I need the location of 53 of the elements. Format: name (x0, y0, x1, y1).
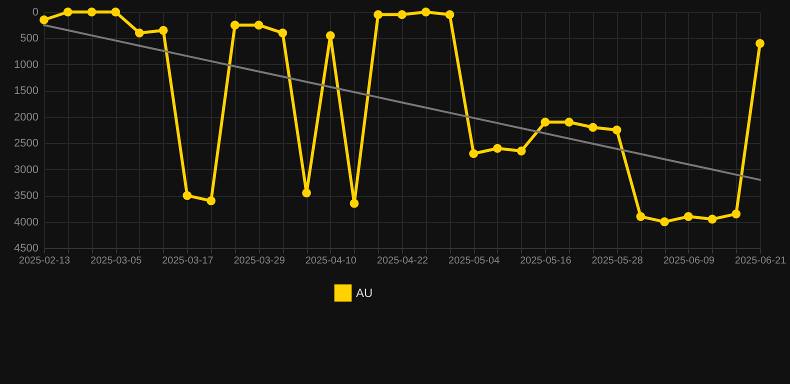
point (111, 8, 120, 16)
x-tick-label: 2025-03-29 (234, 256, 286, 266)
x-tick-label: 2025-06-09 (663, 256, 715, 266)
x-tick-label: 2025-05-04 (448, 256, 500, 266)
point (40, 15, 48, 24)
point (756, 39, 764, 48)
y-tick-label: 3000 (14, 164, 38, 176)
legend-label: AU (356, 286, 373, 300)
point (492, 144, 502, 153)
point (564, 118, 574, 127)
x-tick-label: 2025-05-16 (520, 256, 572, 266)
x-tick-label: 2025-06-21 (734, 256, 787, 266)
x-tick-label: 2025-04-10 (305, 256, 357, 266)
point (708, 214, 717, 224)
point (421, 8, 430, 16)
y-tick-label: 3500 (14, 190, 38, 202)
y-tick-label: 0 (32, 6, 38, 18)
point (326, 31, 335, 40)
point (445, 10, 454, 20)
point (612, 126, 622, 134)
point (398, 10, 406, 20)
point (350, 198, 359, 208)
y-tick-label: 4000 (14, 216, 38, 228)
x-tick-label: 2025-04-22 (376, 256, 429, 266)
y-tick-label: 2000 (14, 111, 38, 124)
point (158, 26, 168, 35)
y-tick-label: 1000 (14, 58, 38, 71)
point (134, 28, 144, 38)
y-tick-label: 2500 (14, 138, 38, 150)
point (684, 212, 693, 221)
point (302, 188, 312, 198)
point (732, 209, 741, 218)
point (469, 149, 478, 158)
point (63, 8, 72, 16)
point (87, 8, 96, 16)
point (588, 122, 598, 132)
point (206, 196, 216, 206)
y-tick-label: 500 (20, 32, 38, 45)
point (254, 20, 264, 30)
point (374, 10, 383, 20)
y-tick-label: 4500 (14, 242, 38, 254)
point (278, 28, 288, 38)
point (636, 212, 646, 221)
point (660, 217, 670, 226)
x-tick-label: 2025-02-13 (18, 256, 71, 266)
x-tick-label: 2025-03-17 (162, 256, 214, 266)
x-tick-label: 2025-03-05 (90, 256, 142, 266)
point (516, 146, 526, 156)
point (540, 118, 550, 127)
x-tick-label: 2025-05-28 (592, 256, 644, 266)
point (182, 191, 192, 200)
y-tick-label: 1500 (14, 85, 38, 98)
point (230, 20, 240, 30)
